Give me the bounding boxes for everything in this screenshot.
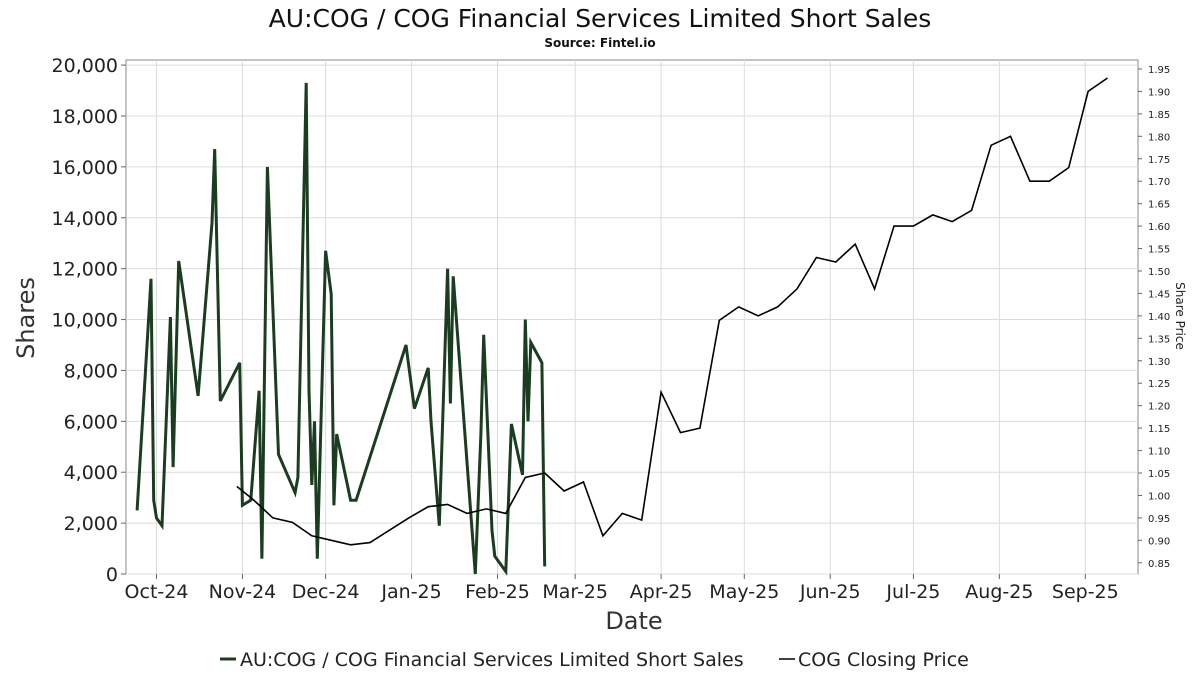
x-tick-label: Nov-24 bbox=[209, 581, 277, 603]
plot-area bbox=[125, 59, 1139, 575]
y2-tick-label: 1.35 bbox=[1148, 334, 1170, 345]
y2-tick-label: 1.30 bbox=[1148, 357, 1170, 368]
y2-tick-label: 1.20 bbox=[1148, 402, 1170, 413]
y-tick-label: 6,000 bbox=[64, 411, 118, 433]
y2-tick-label: 1.50 bbox=[1148, 267, 1170, 278]
y-tick-label: 0 bbox=[106, 564, 118, 586]
y2-tick-label: 1.45 bbox=[1148, 289, 1170, 300]
y2-tick-label: 0.95 bbox=[1148, 514, 1170, 525]
series-lines bbox=[135, 77, 1108, 576]
y2-tick-label: 1.15 bbox=[1148, 424, 1170, 435]
y-tick-label: 20,000 bbox=[52, 55, 118, 77]
y-tick-label: 16,000 bbox=[52, 157, 118, 179]
grid-lines bbox=[126, 60, 1138, 575]
closing-price-line bbox=[236, 77, 1108, 546]
x-axis-ticks: Oct-24 Nov-24 Dec-24 Jan-25 Feb-25 Mar-25 Apr-… bbox=[125, 574, 1119, 603]
y2-tick-label: 1.65 bbox=[1148, 200, 1170, 211]
chart-subtitle: Source: Fintel.io bbox=[544, 36, 655, 50]
y2-tick-label: 1.00 bbox=[1148, 491, 1170, 502]
x-tick-label: Apr-25 bbox=[630, 581, 693, 603]
x-tick-label: Jul-25 bbox=[885, 581, 940, 603]
y-tick-label: 8,000 bbox=[64, 360, 118, 382]
y-tick-label: 2,000 bbox=[64, 513, 118, 535]
y-tick-label: 4,000 bbox=[64, 462, 118, 484]
y2-tick-label: 1.70 bbox=[1148, 177, 1170, 188]
y2-tick-label: 1.05 bbox=[1148, 469, 1170, 480]
y2-axis-label: Share Price bbox=[1173, 282, 1187, 350]
y-tick-label: 12,000 bbox=[52, 259, 118, 281]
y2-tick-label: 1.75 bbox=[1148, 155, 1170, 166]
y2-tick-label: 1.95 bbox=[1148, 65, 1170, 76]
y-tick-label: 10,000 bbox=[52, 310, 118, 332]
x-tick-label: Dec-24 bbox=[292, 581, 360, 603]
y2-tick-label: 1.25 bbox=[1148, 379, 1170, 390]
x-tick-label: Aug-25 bbox=[965, 581, 1033, 603]
short-sales-line bbox=[135, 82, 547, 576]
x-tick-label: Oct-24 bbox=[125, 581, 189, 603]
x-tick-label: Sep-25 bbox=[1052, 581, 1119, 603]
x-axis-label: Date bbox=[605, 607, 662, 635]
y-axis-label: Shares bbox=[12, 277, 40, 359]
chart-title: AU:COG / COG Financial Services Limited … bbox=[269, 4, 932, 33]
y-tick-label: 14,000 bbox=[52, 208, 118, 230]
y2-tick-label: 1.85 bbox=[1148, 110, 1170, 121]
x-tick-label: Jan-25 bbox=[380, 581, 441, 603]
y2-tick-label: 1.10 bbox=[1148, 447, 1170, 458]
y2-tick-label: 1.80 bbox=[1148, 132, 1170, 143]
y2-tick-label: 1.60 bbox=[1148, 222, 1170, 233]
x-tick-label: May-25 bbox=[709, 581, 779, 603]
y2-tick-label: 1.40 bbox=[1148, 312, 1170, 323]
y2-tick-label: 1.90 bbox=[1148, 87, 1170, 98]
x-tick-label: Jun-25 bbox=[799, 581, 861, 603]
y2-tick-label: 1.55 bbox=[1148, 245, 1170, 256]
y2-tick-label: 0.90 bbox=[1148, 536, 1170, 547]
y2-axis-ticks: 0.85 0.90 0.95 1.00 1.05 1.10 1.15 1.20 1.25 1.30… bbox=[1138, 65, 1170, 570]
legend-label-short-sales: AU:COG / COG Financial Services Limited … bbox=[240, 649, 744, 671]
y-axis-ticks: 0 2,000 4,000 6,000 8,000 10,000 12,000 14,000 1… bbox=[52, 55, 126, 586]
legend-label-closing-price: COG Closing Price bbox=[798, 649, 969, 671]
x-tick-label: Feb-25 bbox=[465, 581, 530, 603]
y2-tick-label: 0.85 bbox=[1148, 559, 1170, 570]
y-tick-label: 18,000 bbox=[52, 106, 118, 128]
x-tick-label: Mar-25 bbox=[542, 581, 608, 603]
legend: AU:COG / COG Financial Services Limited … bbox=[220, 649, 969, 671]
